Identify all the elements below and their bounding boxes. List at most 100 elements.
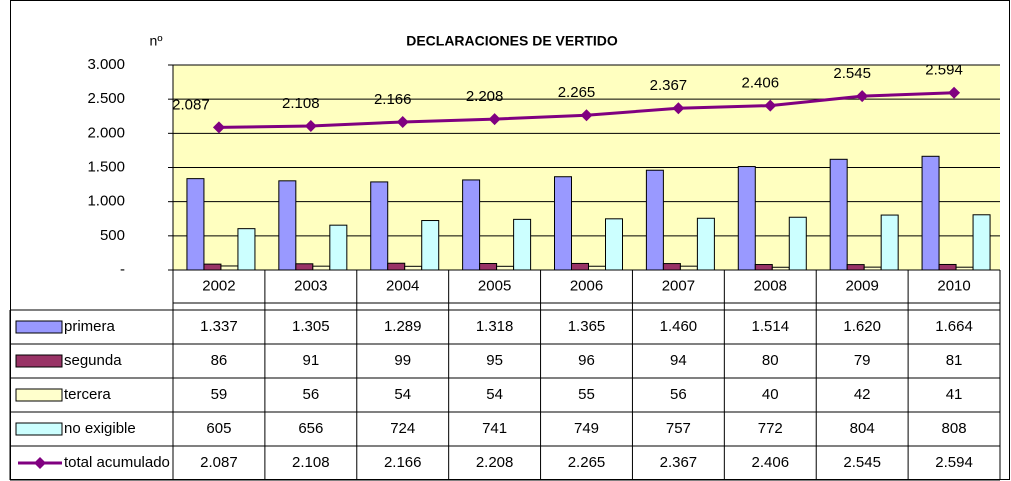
table-cell: 55 [578, 386, 595, 403]
table-cell: 40 [762, 386, 779, 403]
line-marker [856, 90, 869, 103]
table-cell: 80 [762, 352, 779, 369]
table-cell: 94 [670, 352, 687, 369]
table-cell: 86 [211, 352, 228, 369]
bar [462, 179, 481, 271]
table-cell: 772 [758, 420, 783, 437]
y-tick-label: 1.500 [87, 158, 125, 175]
bar [237, 228, 256, 271]
bar [972, 214, 991, 271]
table-cell: 56 [670, 386, 687, 403]
table-cell: 41 [946, 386, 963, 403]
bar [329, 224, 348, 271]
x-tick-label: 2008 [754, 277, 787, 294]
legend-swatch [15, 354, 63, 368]
bar [955, 266, 974, 271]
data-label: 2.545 [833, 65, 871, 82]
table-cell: 81 [946, 352, 963, 369]
legend-swatch [34, 457, 46, 469]
bar [737, 166, 756, 271]
table-cell: 749 [574, 420, 599, 437]
line-marker [212, 121, 225, 134]
bar [863, 266, 882, 271]
data-label: 2.108 [282, 95, 320, 112]
bar [203, 263, 222, 271]
bar [788, 216, 807, 271]
table-cell: 1.365 [568, 318, 606, 335]
line-marker [948, 86, 961, 99]
table-cell: 1.620 [843, 318, 881, 335]
legend-swatch [15, 388, 63, 402]
table-cell: 54 [394, 386, 411, 403]
table-cell: 99 [394, 352, 411, 369]
bar [880, 214, 899, 271]
bar [588, 265, 606, 271]
legend-label: tercera [64, 386, 111, 403]
table-cell: 724 [390, 420, 415, 437]
table-cell: 808 [942, 420, 967, 437]
table-cell: 656 [298, 420, 323, 437]
bar [186, 178, 205, 271]
bar [829, 158, 848, 271]
data-label: 2.166 [374, 91, 412, 108]
bar [312, 265, 331, 271]
table-cell: 1.514 [752, 318, 790, 335]
y-tick-label: 2.000 [87, 124, 125, 141]
table-cell: 54 [486, 386, 503, 403]
legend-label: segunda [64, 352, 122, 369]
data-label: 2.208 [466, 88, 504, 105]
bar [605, 218, 623, 271]
bar [496, 265, 515, 271]
table-cell: 1.289 [384, 318, 422, 335]
x-tick-label: 2006 [570, 277, 603, 294]
x-tick-label: 2010 [937, 277, 970, 294]
y-axis-label: nº [150, 33, 163, 49]
line-marker [672, 102, 685, 115]
table-cell: 2.208 [476, 454, 514, 471]
legend-label: total acumulado [64, 454, 170, 471]
line-marker [304, 119, 317, 132]
table-cell: 2.265 [568, 454, 606, 471]
table-cell: 1.664 [935, 318, 973, 335]
table-cell: 2.367 [660, 454, 698, 471]
bar [645, 169, 664, 271]
y-tick-label: - [120, 261, 125, 278]
table-cell: 757 [666, 420, 691, 437]
x-tick-label: 2002 [202, 277, 235, 294]
table-cell: 59 [211, 386, 228, 403]
table-cell: 1.305 [292, 318, 330, 335]
table-cell: 605 [206, 420, 231, 437]
table-cell: 2.087 [200, 454, 238, 471]
x-tick-label: 2007 [662, 277, 695, 294]
y-tick-label: 1.000 [87, 193, 125, 210]
data-label: 2.265 [558, 84, 596, 101]
bar [387, 262, 406, 271]
legend-label: no exigible [64, 420, 136, 437]
x-tick-label: 2009 [845, 277, 878, 294]
table-cell: 1.318 [476, 318, 514, 335]
bar [370, 181, 389, 271]
table-cell: 804 [850, 420, 875, 437]
table-cell: 2.108 [292, 454, 330, 471]
bar [754, 264, 773, 271]
bar [846, 264, 865, 271]
bar [220, 265, 239, 271]
bar [679, 265, 698, 271]
bar [554, 176, 572, 271]
x-tick-label: 2004 [386, 277, 419, 294]
table-cell: 2.594 [935, 454, 973, 471]
bar [921, 155, 940, 271]
chart-title: DECLARACIONES DE VERTIDO [406, 33, 618, 49]
data-label: 2.594 [925, 62, 963, 79]
legend-label: primera [64, 318, 116, 335]
bar [278, 180, 297, 271]
bar [771, 266, 790, 271]
data-label: 2.367 [650, 77, 688, 94]
table-cell: 1.337 [200, 318, 238, 335]
bar [513, 218, 532, 271]
legend-swatch [15, 320, 63, 334]
bar [421, 220, 440, 271]
bar [479, 263, 498, 271]
bar [571, 262, 589, 271]
